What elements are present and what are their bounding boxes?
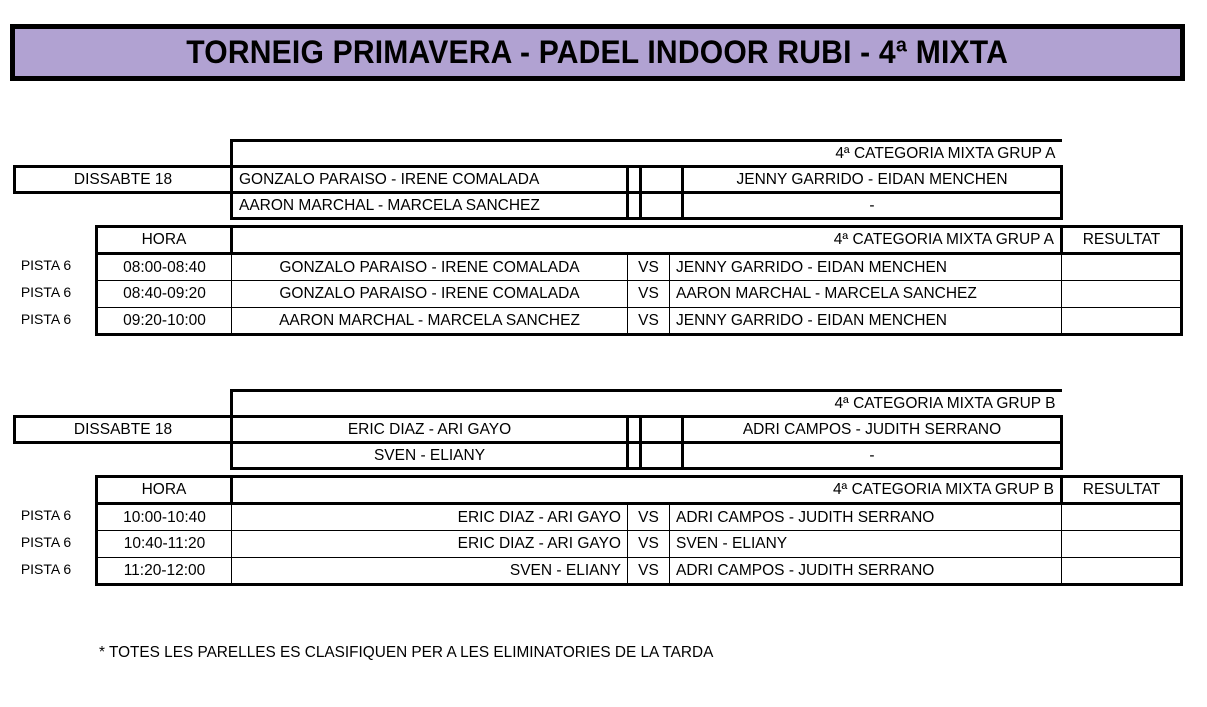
standings-team-b1-left: ERIC DIAZ - ARI GAYO (231, 415, 628, 444)
table-row: 11:20-12:00 SVEN - ELIANY VS ADRI CAMPOS… (95, 557, 1184, 586)
match-time-a3: 09:20-10:00 (95, 307, 232, 336)
standings-gap-cell-3 (626, 192, 641, 220)
table-row: 10:40-11:20 ERIC DIAZ - ARI GAYO VS SVEN… (95, 530, 1184, 558)
standings-team-b2-right: - (682, 442, 1064, 470)
match-team1-a3: AARON MARCHAL - MARCELA SANCHEZ (231, 307, 628, 336)
match-team1-a2: GONZALO PARAISO - IRENE COMALADA (231, 280, 628, 308)
match-team2-a3: JENNY GARRIDO - EIDAN MENCHEN (669, 307, 1062, 336)
match-team2-b1: ADRI CAMPOS - JUDITH SERRANO (668, 503, 1063, 531)
court-label-column-grup-a: PISTA 6 PISTA 6 PISTA 6 (0, 225, 92, 333)
match-vs-b1: VS (627, 503, 670, 531)
day-label-grup-b: DISSABTE 18 (13, 415, 233, 444)
match-vs-b2: VS (627, 530, 670, 558)
court-label-column-grup-b: PISTA 6 PISTA 6 PISTA 6 (0, 475, 92, 583)
day-label-grup-a: DISSABTE 18 (13, 165, 233, 194)
column-header-hora: HORA (95, 475, 232, 505)
court-label-b2: PISTA 6 (20, 534, 72, 550)
matches-table-grup-b: HORA 4ª CATEGORIA MIXTA GRUP B RESULTAT … (95, 475, 1184, 586)
court-label-a1: PISTA 6 (20, 257, 72, 273)
match-result-a2[interactable] (1061, 280, 1183, 308)
standings-gap-cell-3 (626, 442, 641, 470)
match-team1-b2: ERIC DIAZ - ARI GAYO (231, 530, 628, 558)
standings-gap-cell-2 (639, 165, 684, 194)
match-team1-b1: ERIC DIAZ - ARI GAYO (231, 503, 628, 531)
match-team1-b3: SVEN - ELIANY (231, 557, 628, 586)
match-vs-a3: VS (627, 307, 670, 336)
match-result-b3[interactable] (1061, 557, 1184, 586)
spacer-cell (15, 391, 232, 417)
match-team2-b3: ADRI CAMPOS - JUDITH SERRANO (668, 557, 1063, 586)
match-time-b2: 10:40-11:20 (95, 530, 232, 558)
match-time-b1: 10:00-10:40 (95, 503, 232, 531)
matches-header-row-grup-a: HORA 4ª CATEGORIA MIXTA GRUP A RESULTAT (95, 225, 1183, 255)
match-vs-a1: VS (627, 253, 670, 281)
standings-team-a1-right: JENNY GARRIDO - EIDAN MENCHEN (682, 165, 1064, 194)
court-label-a2: PISTA 6 (20, 284, 72, 300)
standings-gap-cell-4 (639, 192, 684, 220)
matches-category-title-grup-b: 4ª CATEGORIA MIXTA GRUP B (229, 475, 1063, 505)
standings-team-b1-right: ADRI CAMPOS - JUDITH SERRANO (682, 415, 1064, 444)
column-header-hora: HORA (95, 225, 232, 255)
standings-gap-cell-4 (639, 442, 684, 470)
standings-table-grup-a: 4ª CATEGORIA MIXTA GRUP A DISSABTE 18 GO… (13, 139, 1064, 220)
match-vs-b3: VS (627, 557, 670, 586)
match-team2-a2: AARON MARCHAL - MARCELA SANCHEZ (669, 280, 1062, 308)
standings-team-a2-right: - (682, 192, 1064, 220)
standings-category-row: 4ª CATEGORIA MIXTA GRUP A (15, 139, 1062, 167)
match-result-b1[interactable] (1061, 503, 1184, 531)
category-title-grup-b: 4ª CATEGORIA MIXTA GRUP B (229, 389, 1062, 417)
standings-gap-cell (626, 165, 641, 194)
match-result-a1[interactable] (1061, 253, 1183, 281)
standings-team-a1-left: GONZALO PARAISO - IRENE COMALADA (231, 165, 628, 194)
match-time-b3: 11:20-12:00 (95, 557, 232, 586)
court-label-a3: PISTA 6 (20, 311, 72, 327)
table-row: 08:00-08:40 GONZALO PARAISO - IRENE COMA… (95, 253, 1183, 281)
column-header-resultat: RESULTAT (1060, 225, 1183, 255)
standings-gap-cell (626, 415, 641, 444)
standings-category-row: 4ª CATEGORIA MIXTA GRUP B (15, 389, 1062, 417)
match-result-b2[interactable] (1061, 530, 1184, 558)
standings-team-a2-left: AARON MARCHAL - MARCELA SANCHEZ (230, 192, 628, 220)
match-result-a3[interactable] (1061, 307, 1183, 336)
column-header-resultat: RESULTAT (1060, 475, 1184, 505)
court-label-b3: PISTA 6 (20, 561, 72, 577)
table-row: 09:20-10:00 AARON MARCHAL - MARCELA SANC… (95, 307, 1183, 336)
standings-gap-cell-2 (639, 415, 684, 444)
table-row: 08:40-09:20 GONZALO PARAISO - IRENE COMA… (95, 280, 1183, 308)
standings-table-grup-b: 4ª CATEGORIA MIXTA GRUP B DISSABTE 18 ER… (13, 389, 1064, 470)
standings-team-b2-left: SVEN - ELIANY (230, 442, 628, 470)
match-time-a2: 08:40-09:20 (95, 280, 232, 308)
court-label-b1: PISTA 6 (20, 507, 72, 523)
spacer-cell-2 (15, 193, 232, 219)
standings-row-1: DISSABTE 18 ERIC DIAZ - ARI GAYO ADRI CA… (13, 415, 1064, 444)
matches-category-title-grup-a: 4ª CATEGORIA MIXTA GRUP A (230, 225, 1062, 255)
match-team1-a1: GONZALO PARAISO - IRENE COMALADA (231, 253, 628, 281)
standings-row-2: AARON MARCHAL - MARCELA SANCHEZ - (15, 192, 1064, 220)
matches-header-row-grup-b: HORA 4ª CATEGORIA MIXTA GRUP B RESULTAT (95, 475, 1184, 505)
spacer-cell (15, 141, 232, 167)
match-time-a1: 08:00-08:40 (95, 253, 232, 281)
match-team2-b2: SVEN - ELIANY (668, 530, 1063, 558)
standings-row-1: DISSABTE 18 GONZALO PARAISO - IRENE COMA… (13, 165, 1064, 194)
standings-row-2: SVEN - ELIANY - (15, 442, 1064, 470)
table-row: 10:00-10:40 ERIC DIAZ - ARI GAYO VS ADRI… (95, 503, 1184, 531)
match-team2-a1: JENNY GARRIDO - EIDAN MENCHEN (669, 253, 1062, 281)
match-vs-a2: VS (627, 280, 670, 308)
tournament-title-banner: TORNEIG PRIMAVERA - PADEL INDOOR RUBI - … (10, 24, 1185, 81)
footer-note: * TOTES LES PARELLES ES CLASIFIQUEN PER … (99, 644, 714, 661)
matches-table-grup-a: HORA 4ª CATEGORIA MIXTA GRUP A RESULTAT … (95, 225, 1183, 336)
spacer-cell-2 (15, 443, 232, 469)
page-title: TORNEIG PRIMAVERA - PADEL INDOOR RUBI - … (186, 34, 1009, 70)
category-title-grup-a: 4ª CATEGORIA MIXTA GRUP A (229, 139, 1062, 167)
